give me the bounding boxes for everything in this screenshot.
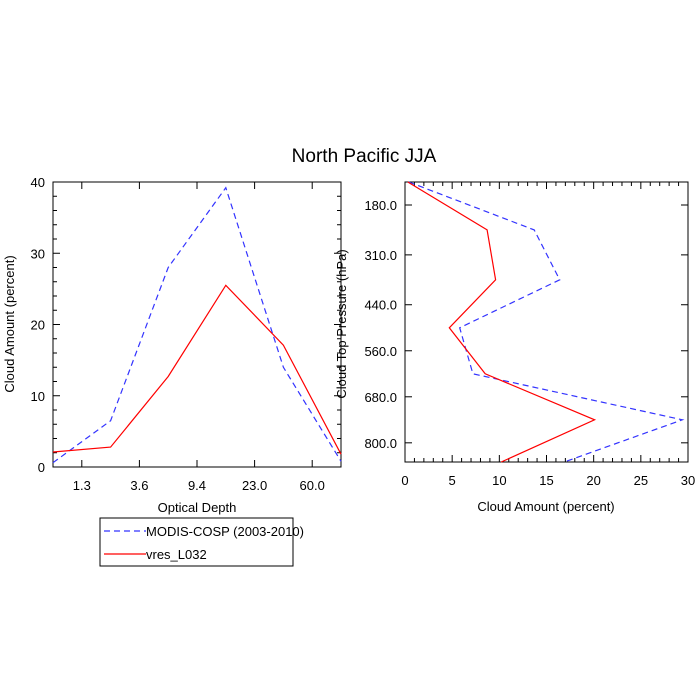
left-y-tick-label: 30 [31, 246, 45, 261]
right-y-tick-label: 440.0 [364, 298, 397, 313]
right-y-tick-label: 310.0 [364, 248, 397, 263]
right-series-lines [407, 181, 685, 463]
left-x-tick-label: 3.6 [130, 478, 148, 493]
right-x-tick-label: 20 [586, 473, 600, 488]
left-y-tick-label: 0 [38, 460, 45, 475]
left-panel-optical-depth: 0 10 20 30 40 1.3 3.6 9.4 23.0 60.0 Optical Depth… [2, 175, 342, 515]
chart-title: North Pacific JJA [292, 146, 437, 167]
left-x-tick-label: 60.0 [300, 478, 325, 493]
legend-box [99, 517, 294, 567]
right-x-tick-label: 25 [634, 473, 648, 488]
right-y-tick-label: 180.0 [364, 198, 397, 213]
left-plot-frame [52, 181, 342, 468]
right-line-modis [408, 181, 685, 463]
right-y-tick-label: 560.0 [364, 344, 397, 359]
right-x-tick-label: 0 [401, 473, 408, 488]
right-y-tick-label: 680.0 [364, 390, 397, 405]
right-y-tick-label: 800.0 [364, 436, 397, 451]
legend-label-model: vres_L032 [146, 547, 207, 562]
left-y-tick-label: 10 [31, 389, 45, 404]
left-x-tick-label: 23.0 [242, 478, 267, 493]
left-y-tick-label: 20 [31, 318, 45, 333]
left-x-tick-label: 9.4 [188, 478, 206, 493]
right-y-axis-label: Cloud Top Pressure (hPa) [334, 249, 349, 398]
left-y-axis-label: Cloud Amount (percent) [2, 255, 17, 392]
right-x-axis-label: Cloud Amount (percent) [477, 499, 614, 514]
left-line-modis [52, 186, 342, 464]
right-plot-frame [404, 181, 689, 463]
right-x-tick-label: 10 [492, 473, 506, 488]
legend: MODIS-COSP (2003-2010) vres_L032 [99, 517, 304, 567]
right-line-model [407, 181, 597, 463]
right-x-tick-label: 15 [539, 473, 553, 488]
right-axis-ticks: 0 5 10 15 20 25 30 180.0 310.0 440.0 560.0 680.0 800… [364, 182, 695, 488]
right-x-tick-label: 5 [449, 473, 456, 488]
legend-label-modis: MODIS-COSP (2003-2010) [146, 524, 304, 539]
left-line-model [52, 284, 342, 455]
left-y-tick-label: 40 [31, 175, 45, 190]
left-x-axis-label: Optical Depth [158, 500, 237, 515]
left-axis-ticks: 0 10 20 30 40 1.3 3.6 9.4 23.0 60.0 [31, 175, 341, 493]
right-x-tick-label: 30 [681, 473, 695, 488]
left-series-lines [52, 186, 342, 464]
right-panel-cloud-top-pressure: 0 5 10 15 20 25 30 180.0 310.0 440.0 560.0 680.0 800… [334, 181, 695, 514]
left-x-tick-label: 1.3 [73, 478, 91, 493]
